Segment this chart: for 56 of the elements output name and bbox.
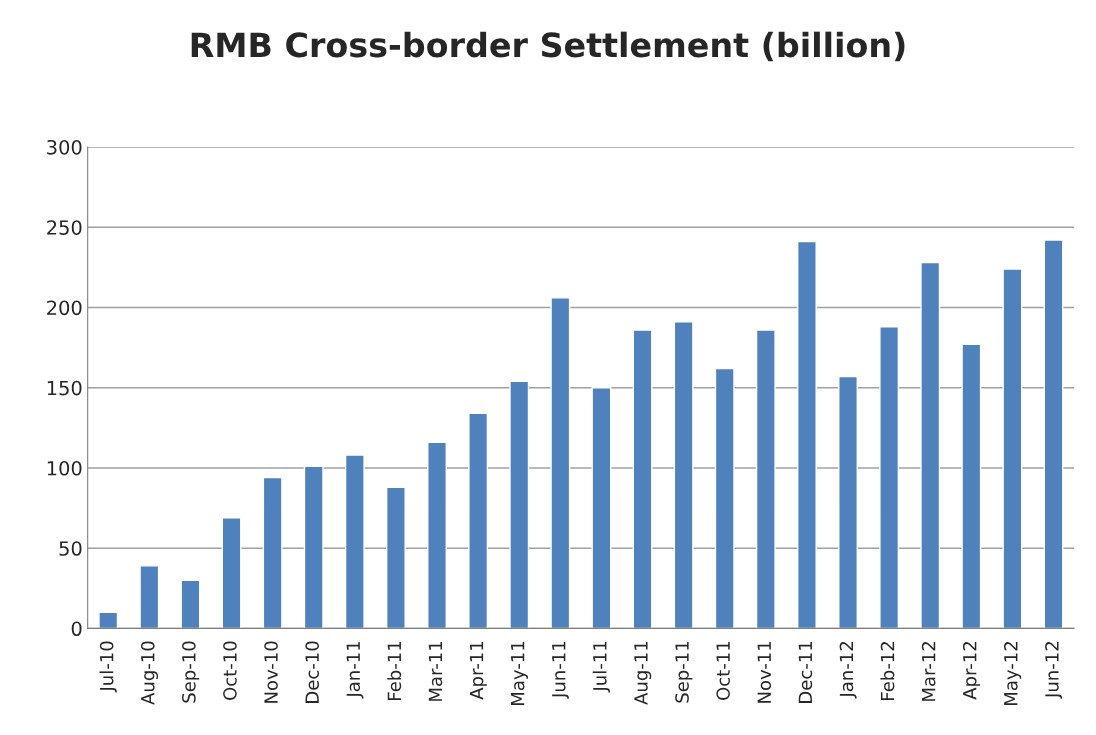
x-tick-label: Dec-10 xyxy=(305,641,319,703)
bar xyxy=(591,387,612,629)
x-tick-label: Oct-11 xyxy=(716,641,730,700)
x-tick-label: Jan-12 xyxy=(839,642,857,699)
bar xyxy=(139,565,160,629)
bar xyxy=(755,329,776,629)
bar xyxy=(262,476,283,629)
bar xyxy=(879,326,900,629)
chart-title: RMB Cross-border Settlement (billion) xyxy=(191,31,905,62)
x-tick-label: Jun-11 xyxy=(552,641,569,699)
x-tick-label: May-12 xyxy=(1004,642,1022,705)
bar xyxy=(427,441,447,629)
x-tick-label: Nov-10 xyxy=(264,641,278,703)
bar xyxy=(550,297,571,629)
x-tick-label: Dec-11 xyxy=(798,641,813,703)
y-tick-label: 50 xyxy=(59,541,82,556)
bar xyxy=(221,517,242,629)
y-tick-label: 150 xyxy=(47,380,82,396)
bar xyxy=(920,261,941,629)
bar xyxy=(673,321,694,629)
x-tick-label: Jul-10 xyxy=(99,641,117,693)
bar xyxy=(385,486,406,629)
x-tick-label: Nov-11 xyxy=(757,641,772,703)
x-tick-label: Sep-10 xyxy=(182,641,200,703)
bar xyxy=(714,367,735,629)
x-tick-label: Feb-11 xyxy=(387,641,402,700)
bar xyxy=(1002,268,1023,629)
bar xyxy=(468,412,489,629)
x-tick-label: Jan-11 xyxy=(346,641,364,699)
y-tick-label: 250 xyxy=(47,220,82,235)
x-tick-label: Apr-11 xyxy=(469,641,487,700)
y-tick-label: 100 xyxy=(47,460,82,476)
bar xyxy=(180,579,201,629)
bar xyxy=(838,375,858,629)
y-tick-label: 300 xyxy=(47,139,82,155)
bar xyxy=(344,454,365,629)
x-tick-label: Aug-11 xyxy=(634,641,652,705)
x-tick-label: Oct-10 xyxy=(223,641,237,700)
bar xyxy=(1043,239,1064,629)
x-tick-label: Apr-12 xyxy=(962,642,981,700)
x-tick-label: Mar-11 xyxy=(428,641,443,701)
x-tick-label: Mar-12 xyxy=(921,642,936,701)
x-tick-label: Jun-12 xyxy=(1045,642,1063,699)
bar xyxy=(98,611,119,629)
bar xyxy=(303,465,324,629)
x-tick-label: Feb-12 xyxy=(880,642,895,700)
x-tick-label: May-11 xyxy=(511,641,528,705)
y-tick-label: 200 xyxy=(47,300,82,316)
bar xyxy=(961,343,982,629)
x-tick-label: Aug-10 xyxy=(140,641,159,705)
bar xyxy=(632,329,653,629)
x-tick-label: Sep-11 xyxy=(675,641,693,703)
bar xyxy=(509,380,530,629)
x-tick-label: Jul-11 xyxy=(592,641,611,693)
y-tick-label: 0 xyxy=(71,621,82,637)
bar xyxy=(796,240,817,629)
